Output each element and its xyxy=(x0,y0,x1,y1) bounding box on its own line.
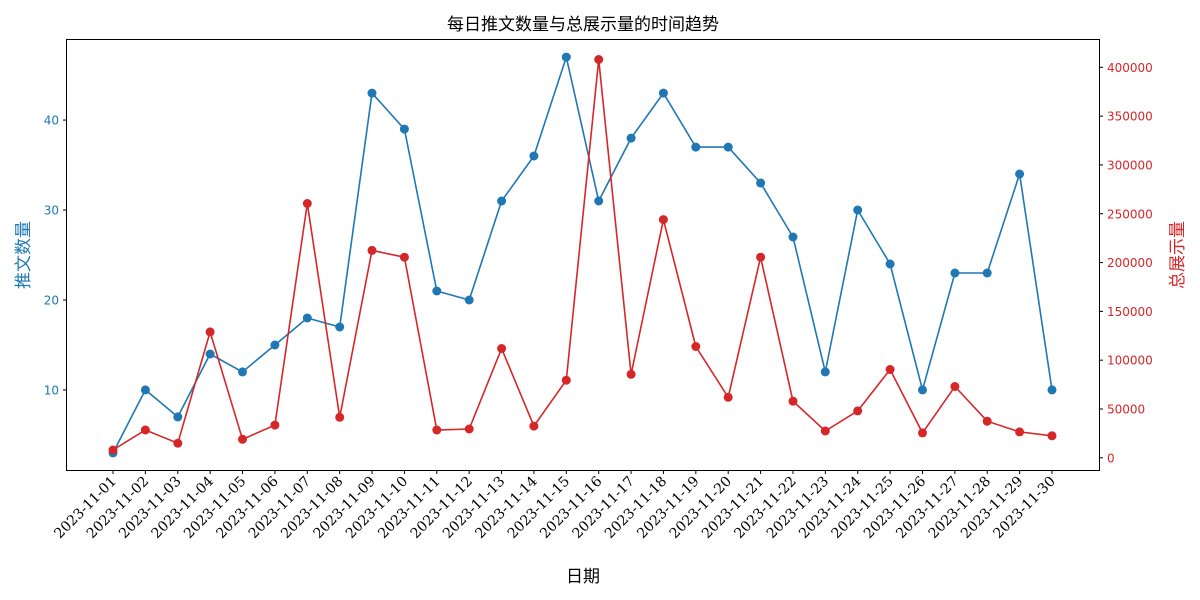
right-tick-label: 100000 xyxy=(1107,354,1153,368)
right-tick-label: 150000 xyxy=(1107,305,1153,319)
data-point-marker xyxy=(1015,169,1025,179)
data-point-marker xyxy=(497,196,507,206)
right-tick-label: 0 xyxy=(1107,451,1115,465)
series-line xyxy=(112,54,1053,454)
data-point-marker xyxy=(982,416,992,426)
data-point-marker xyxy=(658,88,668,98)
data-point-marker xyxy=(367,245,377,255)
data-point-marker xyxy=(497,344,507,353)
data-point-marker xyxy=(302,199,312,208)
right-tick-label: 350000 xyxy=(1107,110,1153,124)
data-point-marker xyxy=(950,268,960,278)
data-point-marker xyxy=(918,385,927,395)
data-point-marker xyxy=(561,375,571,385)
data-point-marker xyxy=(529,151,539,161)
right-tick-label: 200000 xyxy=(1107,256,1153,270)
data-point-marker xyxy=(173,438,183,448)
data-point-marker xyxy=(594,55,604,64)
data-point-marker xyxy=(594,196,604,206)
data-point-marker xyxy=(432,425,442,435)
plot-area xyxy=(108,52,1057,458)
data-point-marker xyxy=(756,252,766,262)
data-point-marker xyxy=(982,268,992,278)
data-point-marker xyxy=(205,327,215,337)
data-point-marker xyxy=(853,406,863,416)
data-point-marker xyxy=(1047,385,1057,395)
data-point-marker xyxy=(464,295,474,305)
data-point-marker xyxy=(561,52,571,62)
data-point-marker xyxy=(399,252,409,262)
data-point-marker xyxy=(238,434,247,444)
data-point-marker xyxy=(626,369,636,379)
right-tick-label: 250000 xyxy=(1107,207,1153,221)
x-axis-label: 日期 xyxy=(566,567,600,587)
data-point-marker xyxy=(885,365,895,374)
data-point-marker xyxy=(238,367,247,377)
data-point-marker xyxy=(950,382,960,391)
data-point-marker xyxy=(432,286,442,296)
data-point-marker xyxy=(691,342,701,351)
data-point-marker xyxy=(108,445,118,455)
data-point-marker xyxy=(205,349,215,359)
data-point-marker xyxy=(529,421,539,431)
right-tick-label: 400000 xyxy=(1107,61,1153,75)
data-point-marker xyxy=(756,178,766,188)
right-tick-label: 50000 xyxy=(1107,402,1145,416)
data-point-marker xyxy=(820,426,830,436)
data-point-marker xyxy=(1047,431,1057,441)
data-point-marker xyxy=(140,385,150,395)
data-point-marker xyxy=(464,424,474,434)
data-point-marker xyxy=(1015,427,1025,437)
data-point-marker xyxy=(723,142,733,152)
right-y-axis: 0 50000 100000 150000 200000 250000 300000 3500… xyxy=(1099,61,1153,465)
left-tick-label: 40 xyxy=(44,114,59,128)
series-line xyxy=(112,59,1053,451)
data-point-marker xyxy=(820,367,830,377)
series-impressions xyxy=(108,55,1057,455)
data-point-marker xyxy=(270,420,280,430)
data-point-marker xyxy=(788,396,798,406)
data-point-marker xyxy=(691,142,701,152)
data-point-marker xyxy=(788,232,798,242)
data-point-marker xyxy=(335,412,345,422)
data-point-marker xyxy=(173,412,183,422)
right-y-axis-label: 总展示量 xyxy=(1168,221,1188,289)
data-point-marker xyxy=(335,322,345,332)
data-point-marker xyxy=(367,88,377,98)
left-tick-label: 20 xyxy=(44,293,59,307)
data-point-marker xyxy=(140,425,150,435)
data-point-marker xyxy=(918,428,927,438)
left-tick-label: 10 xyxy=(44,383,59,397)
data-point-marker xyxy=(723,392,733,402)
right-tick-label: 300000 xyxy=(1107,158,1153,172)
series-tweet-count xyxy=(108,52,1057,458)
data-point-marker xyxy=(658,215,668,225)
left-tick-label: 30 xyxy=(44,204,59,218)
data-point-marker xyxy=(885,259,895,269)
left-y-axis-label: 推文数量 xyxy=(14,221,34,289)
data-point-marker xyxy=(302,313,312,323)
chart-title: 每日推文数量与总展示量的时间趋势 xyxy=(447,15,719,35)
x-axis: 2023-11-012023-11-022023-11-032023-11-04… xyxy=(51,470,1059,542)
data-point-marker xyxy=(270,340,280,350)
left-y-axis: 10 20 30 40 xyxy=(44,114,67,397)
data-point-marker xyxy=(853,205,863,215)
data-point-marker xyxy=(626,133,636,143)
data-point-marker xyxy=(399,124,409,134)
plot-frame xyxy=(66,39,1100,471)
